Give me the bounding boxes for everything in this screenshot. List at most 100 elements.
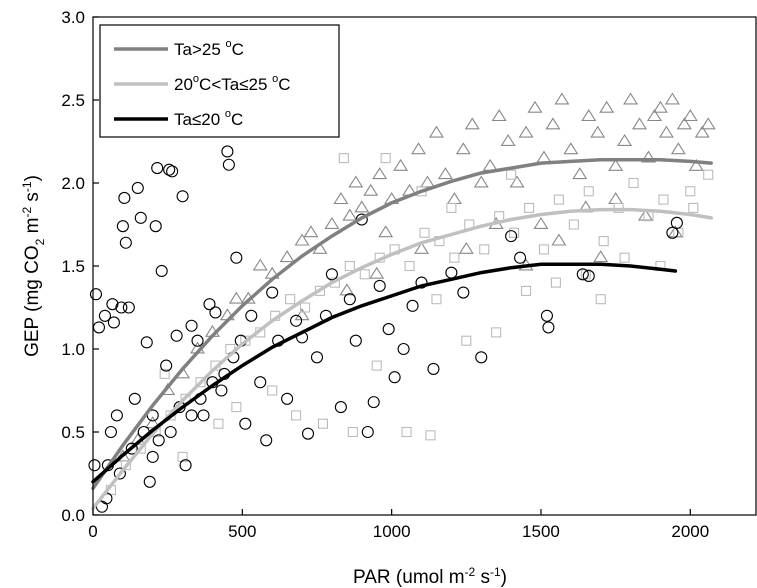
square-marker (583, 186, 594, 197)
legend: Ta>25 oC 20oC<Ta≤25 oC Ta≤20 oC (99, 24, 340, 138)
legend-label: Ta≤20 oC (174, 108, 243, 129)
fit-curve-triangle (91, 158, 713, 491)
triangle-marker (363, 183, 379, 196)
square-marker (658, 194, 669, 205)
triangle-marker (354, 200, 370, 213)
circle-marker (266, 286, 279, 299)
circle-marker (215, 384, 228, 397)
square-marker (291, 410, 302, 421)
triangle-marker (533, 216, 549, 229)
square-marker (479, 244, 490, 255)
circle-marker (88, 459, 101, 472)
square-marker (538, 244, 550, 255)
square-marker (491, 327, 502, 338)
circle-marker (540, 309, 553, 322)
square-marker (494, 211, 505, 222)
triangle-marker (670, 142, 686, 155)
triangle-marker (294, 308, 310, 321)
circle-marker (185, 409, 198, 422)
square-marker (425, 430, 436, 441)
square-marker (299, 302, 311, 313)
triangle-marker (599, 100, 615, 113)
circle-marker (185, 319, 198, 332)
circle-marker (134, 211, 147, 224)
circle-marker (179, 459, 192, 472)
square-marker (523, 202, 535, 213)
triangle-marker (652, 100, 668, 113)
triangle-marker (482, 158, 498, 171)
x-tick-label: 500 (228, 522, 256, 541)
circle-marker (110, 409, 123, 422)
square-marker (371, 360, 382, 371)
circle-marker (113, 467, 126, 480)
circle-marker (122, 301, 135, 314)
triangle-marker (608, 158, 624, 171)
x-tick-label: 0 (88, 522, 97, 541)
square-marker (550, 277, 561, 288)
square-marker (317, 418, 329, 429)
triangle-marker (342, 208, 358, 221)
circle-marker (191, 334, 204, 347)
circle-marker (373, 279, 386, 292)
circle-marker (164, 425, 177, 439)
square-marker (431, 294, 442, 305)
circle-marker (155, 264, 168, 278)
square-marker (380, 153, 391, 164)
triangle-marker (527, 100, 543, 113)
fit-curves (91, 158, 713, 511)
triangle-marker (617, 133, 633, 146)
triangle-marker (688, 158, 704, 171)
square-marker (213, 418, 224, 429)
circle-marker (361, 425, 374, 439)
circle-marker (406, 299, 419, 312)
square-marker (195, 377, 206, 388)
circle-marker (143, 475, 156, 488)
circle-marker (115, 301, 128, 314)
circle-marker (445, 266, 458, 279)
triangle-marker (455, 142, 471, 155)
circle-marker (149, 220, 162, 233)
square-marker (568, 219, 579, 230)
triangle-marker (646, 109, 662, 122)
circle-marker (505, 230, 518, 243)
square-marker (401, 426, 412, 438)
triangle-marker (632, 117, 648, 130)
y-tick-label: 0.5 (61, 423, 85, 442)
circle-marker (290, 314, 303, 327)
circle-marker (152, 434, 165, 447)
triangle-marker (279, 250, 295, 263)
circle-marker (334, 401, 347, 414)
square-marker (267, 385, 278, 396)
circle-marker (382, 323, 395, 336)
circle-marker (576, 268, 589, 281)
triangle-marker (339, 283, 355, 296)
triangle-marker (658, 125, 674, 138)
circle-marker (281, 392, 294, 405)
square-marker (359, 269, 370, 280)
triangle-marker (428, 125, 444, 138)
circle-marker (106, 298, 119, 311)
triangle-marker (608, 192, 624, 205)
triangle-marker (536, 150, 552, 163)
triangle-marker (500, 133, 516, 146)
circle-marker (104, 425, 117, 439)
triangle-marker (491, 109, 507, 122)
square-marker (703, 169, 714, 180)
y-tick-label: 1.0 (61, 340, 85, 359)
fit-curve-square (91, 207, 713, 511)
triangle-marker (473, 175, 489, 188)
square-marker (177, 451, 188, 462)
circle-marker (239, 417, 252, 430)
legend-label: Ta>25 oC (174, 38, 244, 59)
triangle-marker (414, 241, 430, 254)
y-tick-label: 3.0 (61, 8, 85, 27)
y-tick-label: 2.0 (61, 174, 85, 193)
circle-marker (92, 321, 106, 334)
square-marker (285, 294, 296, 305)
y-tick-label: 2.5 (61, 91, 85, 110)
triangle-marker (638, 208, 653, 221)
triangle-marker (294, 233, 310, 246)
triangle-marker (682, 109, 698, 122)
circle-marker (107, 316, 120, 329)
